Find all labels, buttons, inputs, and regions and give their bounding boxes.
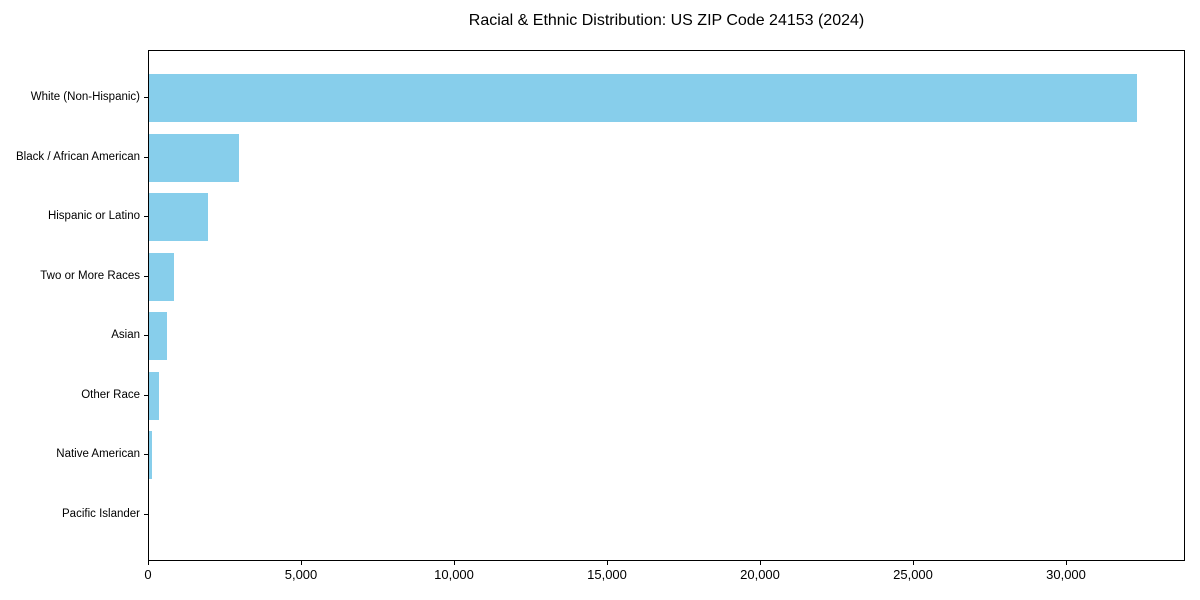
x-tick bbox=[607, 561, 608, 565]
y-tick-label: White (Non-Hispanic) bbox=[30, 91, 140, 103]
bar-other-race bbox=[149, 371, 159, 420]
y-tick bbox=[144, 216, 148, 217]
x-tick-label: 25,000 bbox=[893, 567, 933, 582]
chart-title: Racial & Ethnic Distribution: US ZIP Cod… bbox=[468, 12, 865, 29]
y-tick-label: Two or More Races bbox=[40, 270, 140, 282]
y-tick-label: Asian bbox=[111, 329, 140, 341]
y-tick bbox=[144, 276, 148, 277]
y-tick-label: Native American bbox=[56, 448, 140, 460]
x-tick bbox=[454, 561, 455, 565]
bar-white-non-hispanic bbox=[149, 74, 1137, 123]
bar-native-american bbox=[149, 431, 152, 480]
x-tick-label: 0 bbox=[144, 567, 152, 582]
x-tick bbox=[760, 561, 761, 565]
y-tick-label: Other Race bbox=[81, 389, 140, 401]
x-tick-label: 5,000 bbox=[284, 567, 318, 582]
bar-two-or-more-races bbox=[149, 252, 174, 301]
plot-area bbox=[148, 50, 1185, 561]
y-tick-label: Pacific Islander bbox=[62, 508, 140, 520]
x-tick-label: 20,000 bbox=[740, 567, 780, 582]
y-tick bbox=[144, 395, 148, 396]
y-tick bbox=[144, 157, 148, 158]
x-tick-label: 10,000 bbox=[434, 567, 474, 582]
x-tick bbox=[301, 561, 302, 565]
x-tick-label: 15,000 bbox=[587, 567, 627, 582]
bar-asian bbox=[149, 312, 167, 361]
x-tick bbox=[913, 561, 914, 565]
bar-hispanic-or-latino bbox=[149, 193, 208, 242]
bar-black-african-american bbox=[149, 133, 239, 182]
x-tick-label: 30,000 bbox=[1046, 567, 1086, 582]
y-tick bbox=[144, 454, 148, 455]
y-tick bbox=[144, 514, 148, 515]
y-tick bbox=[144, 335, 148, 336]
x-tick bbox=[148, 561, 149, 565]
y-tick bbox=[144, 97, 148, 98]
y-tick-label: Black / African American bbox=[16, 151, 140, 163]
y-tick-label: Hispanic or Latino bbox=[47, 210, 140, 222]
x-tick bbox=[1066, 561, 1067, 565]
